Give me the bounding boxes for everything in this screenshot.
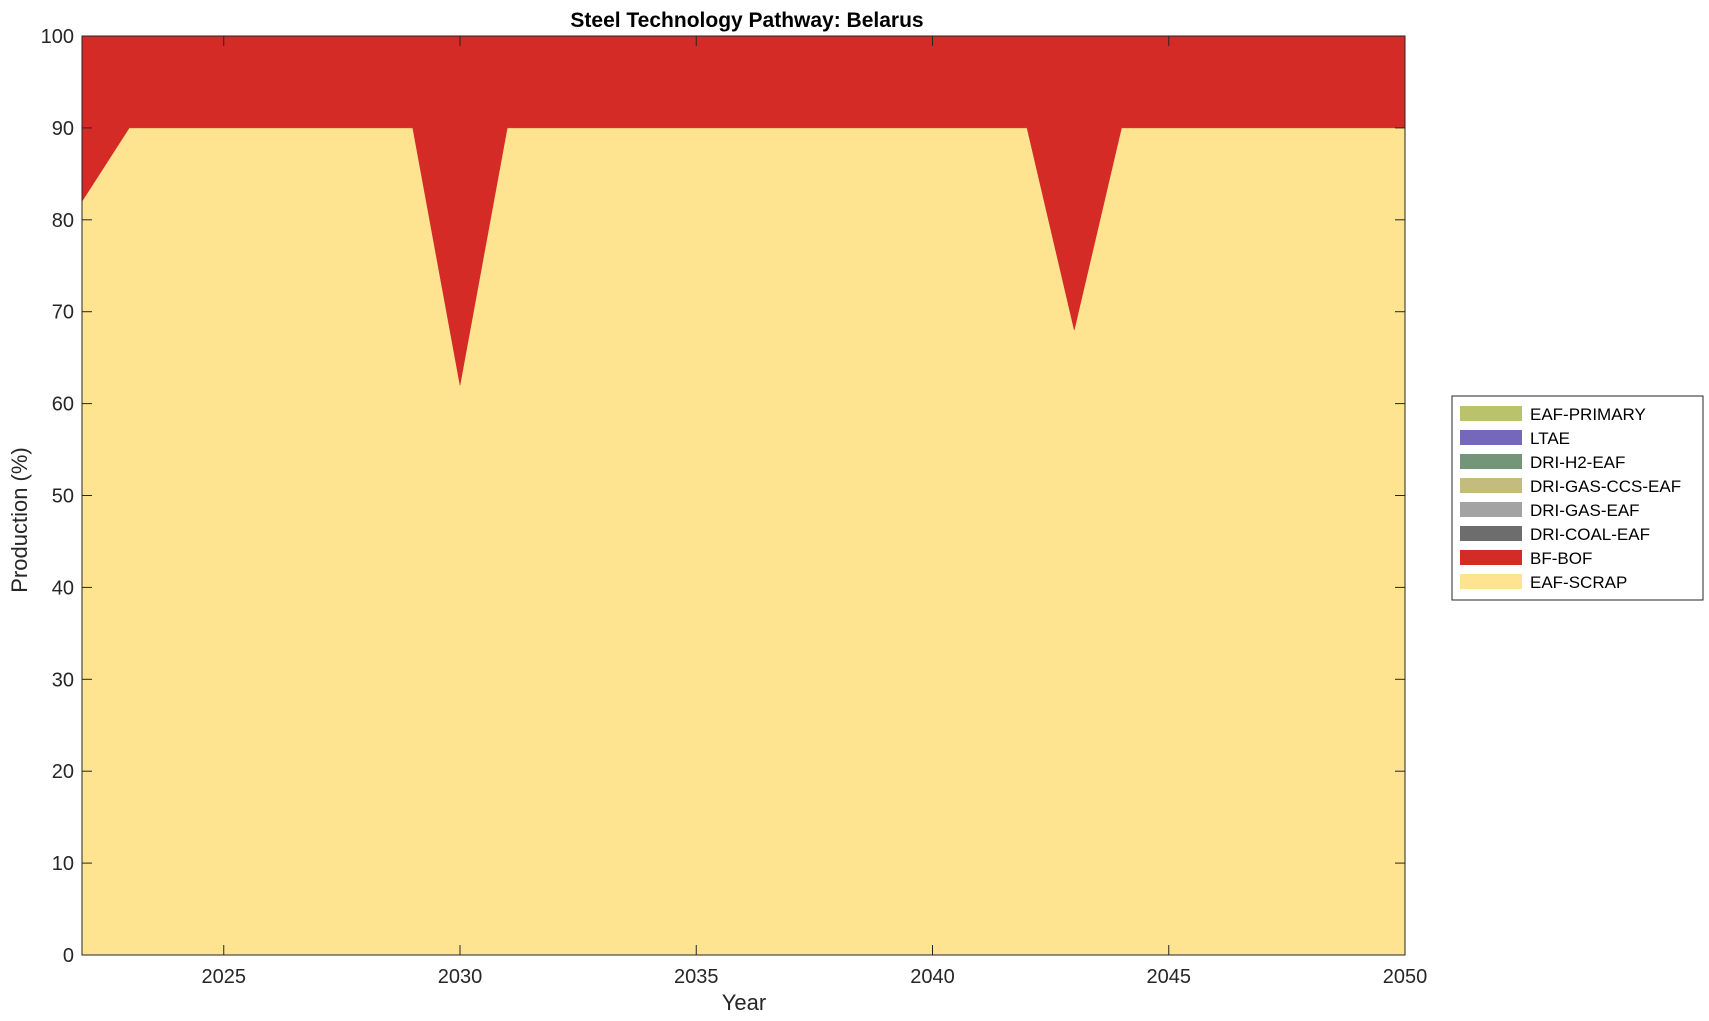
legend: EAF-PRIMARY LTAE DRI-H2-EAF DRI-GAS-CCS-EAF… bbox=[1451, 395, 1704, 601]
legend-swatch bbox=[1460, 526, 1522, 541]
legend-item-dri-gas-eaf: DRI-GAS-EAF bbox=[1460, 501, 1640, 520]
legend-item-eaf-primary: EAF-PRIMARY bbox=[1460, 405, 1646, 424]
legend-swatch bbox=[1460, 454, 1522, 469]
y-tick-label: 30 bbox=[52, 669, 74, 691]
area-eaf-scrap bbox=[81, 127, 1406, 956]
legend-box bbox=[1451, 395, 1704, 601]
legend-swatch bbox=[1460, 550, 1522, 565]
chart-title: Steel Technology Pathway: Belarus bbox=[570, 9, 923, 32]
legend-item-dri-h2-eaf: DRI-H2-EAF bbox=[1460, 453, 1625, 472]
legend-label: DRI-GAS-EAF bbox=[1530, 501, 1640, 520]
axes-group: 2025 2030 2035 2040 2045 20500102030405060708… bbox=[41, 26, 1428, 988]
x-tick-label: 2040 bbox=[910, 966, 955, 988]
legend-swatch bbox=[1460, 574, 1522, 589]
y-tick-label: 90 bbox=[52, 118, 74, 140]
legend-swatch bbox=[1460, 406, 1522, 421]
legend-label: LTAE bbox=[1530, 429, 1570, 448]
y-tick-label: 40 bbox=[52, 577, 74, 599]
legend-item-dri-gas-ccs-eaf: DRI-GAS-CCS-EAF bbox=[1460, 477, 1681, 496]
y-tick-label: 60 bbox=[52, 394, 74, 416]
legend-label: EAF-PRIMARY bbox=[1530, 405, 1646, 424]
legend-item-ltae: LTAE bbox=[1460, 429, 1570, 448]
legend-item-eaf-scrap: EAF-SCRAP bbox=[1460, 573, 1627, 592]
y-axis-label: Production (%) bbox=[7, 447, 32, 593]
legend-swatch bbox=[1460, 502, 1522, 517]
y-tick-label: 50 bbox=[52, 486, 74, 508]
y-tick-label: 70 bbox=[52, 302, 74, 324]
y-tick-label: 100 bbox=[41, 26, 74, 48]
y-tick-label: 80 bbox=[52, 210, 74, 232]
legend-item-bf-bof: BF-BOF bbox=[1460, 549, 1592, 568]
legend-label: BF-BOF bbox=[1530, 549, 1592, 568]
legend-item-dri-coal-eaf: DRI-COAL-EAF bbox=[1460, 525, 1650, 544]
legend-swatch bbox=[1460, 478, 1522, 493]
legend-label: DRI-COAL-EAF bbox=[1530, 525, 1650, 544]
y-tick-label: 20 bbox=[52, 761, 74, 783]
legend-label: EAF-SCRAP bbox=[1530, 573, 1627, 592]
x-tick-label: 2035 bbox=[674, 966, 719, 988]
x-axis-label: Year bbox=[722, 990, 766, 1015]
legend-swatch bbox=[1460, 430, 1522, 445]
legend-label: DRI-H2-EAF bbox=[1530, 453, 1625, 472]
legend-label: DRI-GAS-CCS-EAF bbox=[1530, 477, 1681, 496]
y-tick-label: 0 bbox=[63, 945, 74, 967]
x-tick-label: 2030 bbox=[438, 966, 483, 988]
area-series-group bbox=[81, 35, 1406, 956]
y-tick-label: 10 bbox=[52, 853, 74, 875]
x-tick-label: 2045 bbox=[1147, 966, 1192, 988]
x-tick-label: 2050 bbox=[1383, 966, 1428, 988]
x-tick-label: 2025 bbox=[202, 966, 247, 988]
